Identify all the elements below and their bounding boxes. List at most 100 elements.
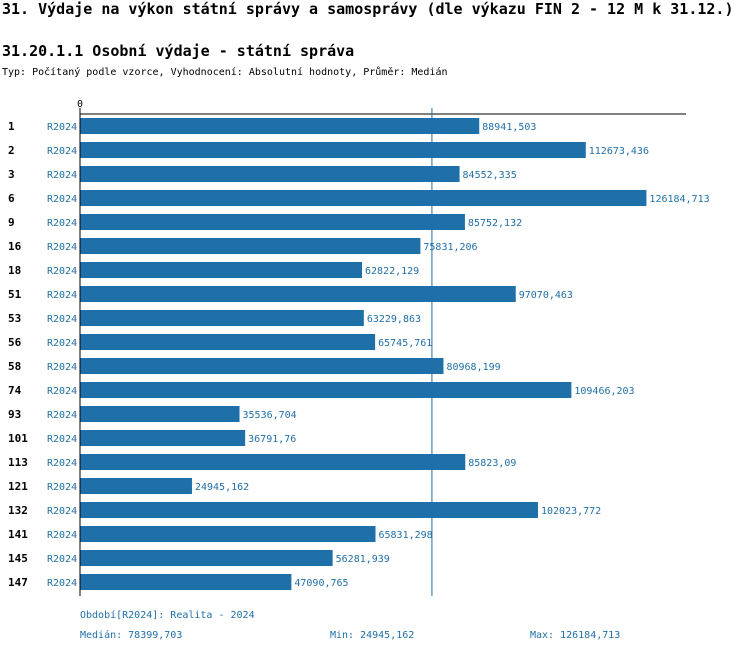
row-series-label: R2024 <box>47 410 77 421</box>
chart-row: 74 R2024 109466,203 <box>8 382 635 398</box>
row-series-label: R2024 <box>47 290 77 301</box>
row-id-label: 51 <box>8 288 22 301</box>
row-id-label: 113 <box>8 456 28 469</box>
bar-value-label: 24945,162 <box>195 482 249 493</box>
row-id-label: 18 <box>8 264 21 277</box>
row-id-label: 145 <box>8 552 28 565</box>
bar-value-label: 63229,863 <box>367 314 421 325</box>
chart-row: 121 R2024 24945,162 <box>8 478 249 494</box>
bar <box>80 286 516 302</box>
bar-value-label: 85752,132 <box>468 218 522 229</box>
row-series-label: R2024 <box>47 170 77 181</box>
bar <box>80 142 586 158</box>
row-series-label: R2024 <box>47 122 77 133</box>
chart-title: 31.20.1.1 Osobní výdaje - státní správa <box>2 42 355 60</box>
row-id-label: 6 <box>8 192 15 205</box>
chart-row: 51 R2024 97070,463 <box>8 286 573 302</box>
bar <box>80 574 292 590</box>
chart-row: 6 R2024 126184,713 <box>8 190 710 206</box>
row-id-label: 141 <box>8 528 28 541</box>
bar <box>80 214 465 230</box>
chart-row: 145 R2024 56281,939 <box>8 550 390 566</box>
row-series-label: R2024 <box>47 146 77 157</box>
row-series-label: R2024 <box>47 434 77 445</box>
bar <box>80 430 246 446</box>
bar <box>80 262 363 278</box>
chart-row: 3 R2024 84552,335 <box>8 166 517 182</box>
chart-row: 113 R2024 85823,09 <box>8 454 516 470</box>
row-series-label: R2024 <box>47 338 77 349</box>
bar <box>80 358 444 374</box>
chart-row: 53 R2024 63229,863 <box>8 310 421 326</box>
row-series-label: R2024 <box>47 194 77 205</box>
row-series-label: R2024 <box>47 530 77 541</box>
row-id-label: 58 <box>8 360 21 373</box>
row-id-label: 132 <box>8 504 28 517</box>
x-tick-label: 0 <box>77 99 83 110</box>
row-id-label: 3 <box>8 168 15 181</box>
bar-value-label: 97070,463 <box>519 290 573 301</box>
bar-value-label: 126184,713 <box>649 194 709 205</box>
bar-chart: 1 R2024 88941,503 2 R2024 112673,436 3 R2024 845… <box>8 99 710 596</box>
bar <box>80 334 376 350</box>
row-series-label: R2024 <box>47 482 77 493</box>
main-title: 31. Výdaje na výkon státní správy a samo… <box>2 0 734 18</box>
row-id-label: 53 <box>8 312 21 325</box>
bar-value-label: 84552,335 <box>463 170 517 181</box>
bar-value-label: 47090,765 <box>294 578 348 589</box>
bar <box>80 454 466 470</box>
row-series-label: R2024 <box>47 362 77 373</box>
bar-value-label: 75831,206 <box>423 242 477 253</box>
bar-value-label: 88941,503 <box>482 122 536 133</box>
bar-value-label: 112673,436 <box>589 146 649 157</box>
row-id-label: 16 <box>8 240 22 253</box>
row-series-label: R2024 <box>47 554 77 565</box>
chart-subtitle: Typ: Počítaný podle vzorce, Vyhodnocení:… <box>2 67 448 78</box>
row-series-label: R2024 <box>47 314 77 325</box>
chart-row: 18 R2024 62822,129 <box>8 262 419 278</box>
chart-row: 58 R2024 80968,199 <box>8 358 501 374</box>
bar <box>80 526 376 542</box>
row-series-label: R2024 <box>47 266 77 277</box>
bar-value-label: 35536,704 <box>243 410 297 421</box>
row-series-label: R2024 <box>47 242 77 253</box>
bar-value-label: 102023,772 <box>541 506 601 517</box>
footer-median: Medián: 78399,703 <box>80 630 183 641</box>
chart-row: 93 R2024 35536,704 <box>8 406 297 422</box>
bar <box>80 238 421 254</box>
bar-value-label: 80968,199 <box>446 362 500 373</box>
bar <box>80 190 647 206</box>
bar <box>80 382 572 398</box>
row-series-label: R2024 <box>47 506 77 517</box>
row-series-label: R2024 <box>47 386 77 397</box>
bar-value-label: 109466,203 <box>574 386 634 397</box>
row-id-label: 2 <box>8 144 15 157</box>
bar <box>80 406 240 422</box>
chart-rows: 1 R2024 88941,503 2 R2024 112673,436 3 R2024 845… <box>8 118 710 590</box>
row-id-label: 74 <box>8 384 22 397</box>
bar-value-label: 65831,298 <box>379 530 433 541</box>
row-series-label: R2024 <box>47 578 77 589</box>
bar <box>80 550 333 566</box>
row-id-label: 121 <box>8 480 28 493</box>
row-id-label: 147 <box>8 576 28 589</box>
chart-row: 2 R2024 112673,436 <box>8 142 649 158</box>
chart-row: 16 R2024 75831,206 <box>8 238 478 254</box>
bar <box>80 310 364 326</box>
row-series-label: R2024 <box>47 218 77 229</box>
bar <box>80 502 538 518</box>
chart-row: 141 R2024 65831,298 <box>8 526 433 542</box>
bar-value-label: 36791,76 <box>248 434 296 445</box>
row-series-label: R2024 <box>47 458 77 469</box>
chart-row: 9 R2024 85752,132 <box>8 214 522 230</box>
bar-value-label: 85823,09 <box>468 458 516 469</box>
chart-row: 101 R2024 36791,76 <box>8 430 296 446</box>
row-id-label: 56 <box>8 336 22 349</box>
footer-min: Min: 24945,162 <box>330 630 415 641</box>
bar <box>80 166 460 182</box>
chart-row: 56 R2024 65745,761 <box>8 334 432 350</box>
footer-period: Období[R2024]: Realita - 2024 <box>80 610 255 621</box>
row-id-label: 101 <box>8 432 28 445</box>
bar <box>80 478 192 494</box>
row-id-label: 9 <box>8 216 15 229</box>
